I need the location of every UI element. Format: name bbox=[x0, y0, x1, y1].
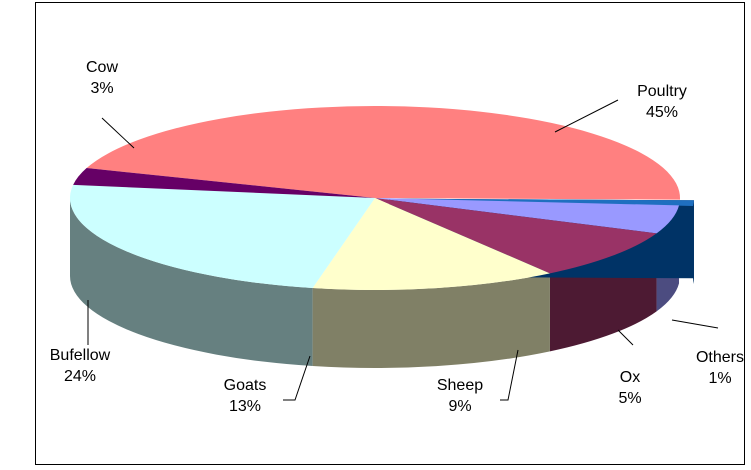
value-sheep: 9% bbox=[448, 398, 471, 415]
label-bufellow: Bufellow bbox=[50, 347, 111, 364]
value-others: 1% bbox=[708, 370, 731, 387]
label-ox: Ox bbox=[620, 369, 640, 386]
side-bufellow bbox=[70, 198, 313, 367]
slice-ox bbox=[375, 198, 680, 234]
leader-cow bbox=[101, 117, 135, 149]
value-poultry: 45% bbox=[646, 104, 678, 121]
label-others: Others bbox=[696, 349, 744, 366]
leader-sheep bbox=[500, 349, 519, 401]
leader-others bbox=[671, 319, 719, 329]
label-goats: Goats bbox=[224, 377, 267, 394]
side-goats bbox=[312, 273, 550, 368]
pie-tops bbox=[69, 106, 694, 290]
value-ox: 5% bbox=[618, 390, 641, 407]
slice-sheep bbox=[375, 198, 657, 274]
slice-labels: Poultry 45% Others 1% Ox 5% Sheep 9% Goats 13% Buf… bbox=[50, 59, 744, 415]
slice-cow bbox=[73, 168, 375, 198]
value-goats: 13% bbox=[229, 398, 261, 415]
slice-bufellow bbox=[69, 184, 375, 289]
label-poultry: Poultry bbox=[637, 83, 687, 100]
value-bufellow: 24% bbox=[64, 368, 96, 385]
label-sheep: Sheep bbox=[437, 377, 483, 394]
leader-lines bbox=[87, 99, 719, 401]
leader-goats bbox=[283, 355, 311, 401]
slice-goats bbox=[312, 198, 550, 290]
leader-poultry bbox=[554, 99, 619, 133]
value-cow: 3% bbox=[90, 80, 113, 97]
label-cow: Cow bbox=[86, 59, 118, 76]
leader-ox bbox=[617, 329, 634, 346]
slice-poultry bbox=[86, 106, 681, 200]
